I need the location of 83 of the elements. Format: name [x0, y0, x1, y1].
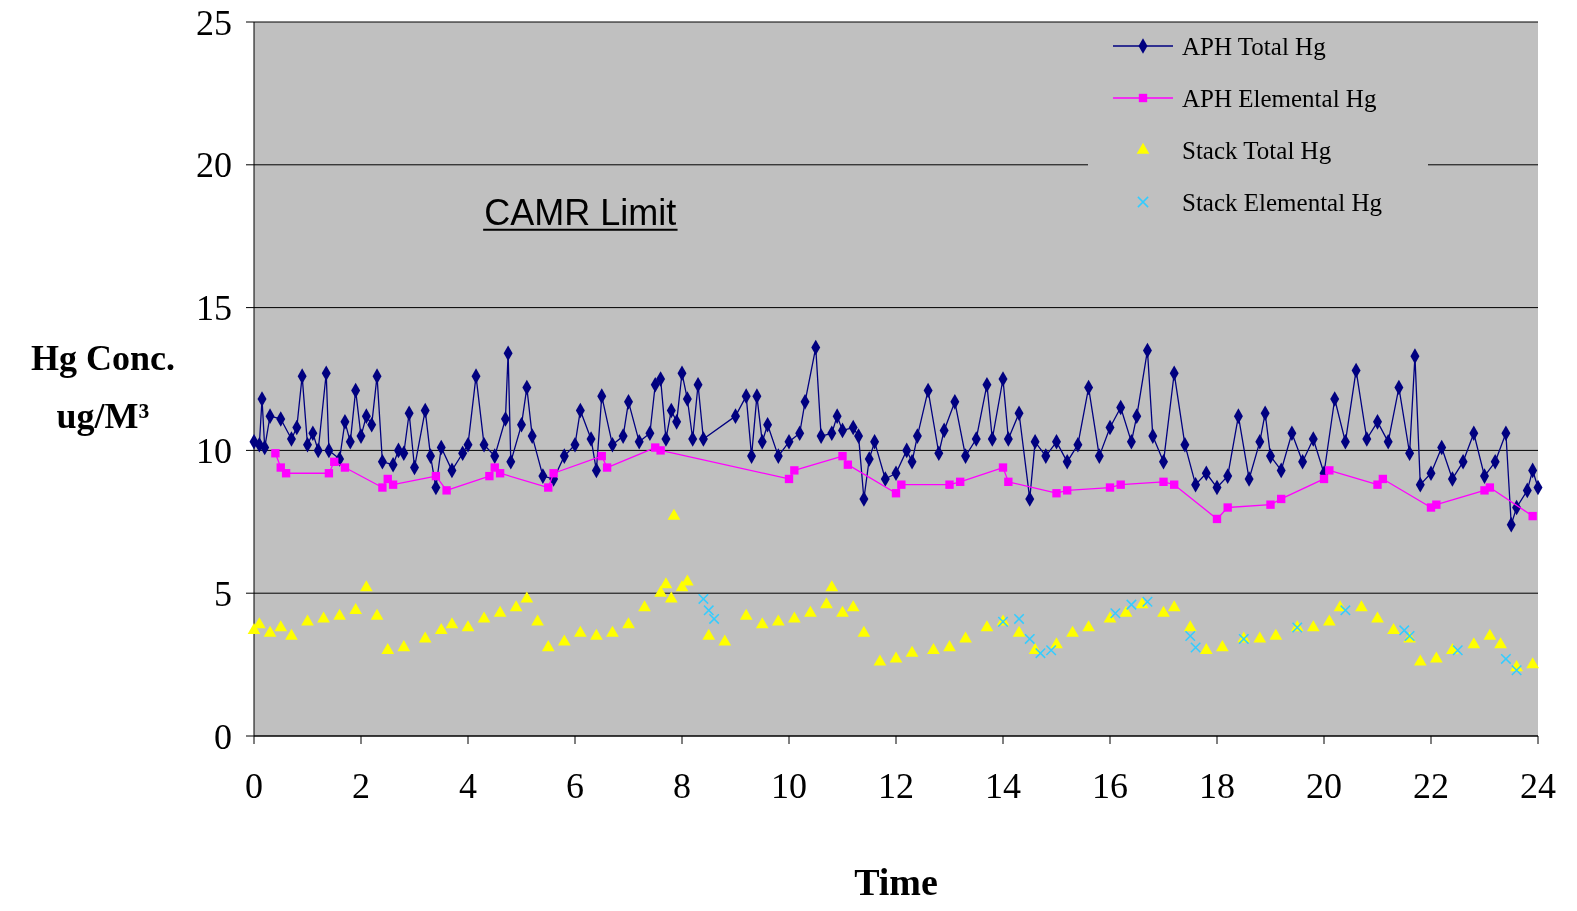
- point: [1319, 474, 1329, 484]
- point: [1378, 474, 1388, 484]
- point: [1325, 466, 1334, 475]
- y-tick-label: 15: [196, 288, 232, 329]
- point: [1170, 480, 1179, 489]
- point: [602, 463, 612, 472]
- point: [1528, 511, 1537, 521]
- point: [495, 469, 505, 478]
- point: [597, 451, 606, 461]
- point: [485, 471, 494, 481]
- point: [784, 474, 794, 484]
- point: [1339, 604, 1351, 616]
- x-tick-label: 10: [771, 766, 807, 806]
- point: [549, 469, 558, 478]
- point: [1109, 607, 1121, 619]
- x-tick-label: 12: [878, 766, 914, 806]
- point: [790, 466, 799, 475]
- point: [1500, 653, 1512, 665]
- point: [1511, 664, 1523, 676]
- point: [1024, 633, 1036, 645]
- point: [431, 471, 441, 481]
- point: [1398, 624, 1410, 636]
- point: [1105, 483, 1115, 492]
- point: [697, 593, 709, 605]
- point: [1432, 500, 1441, 509]
- point: [378, 483, 387, 492]
- point: [1125, 599, 1137, 611]
- x-tick-label: 8: [673, 766, 691, 806]
- y-tick-label: 20: [196, 145, 232, 186]
- point: [442, 486, 451, 495]
- point: [703, 604, 715, 616]
- point: [1184, 630, 1196, 642]
- x-tick-label: 2: [352, 766, 370, 806]
- point: [708, 613, 720, 625]
- x-tick-label: 16: [1092, 766, 1128, 806]
- point: [891, 489, 901, 498]
- annotation: CAMR Limit: [484, 191, 677, 233]
- y-tick-label: 0: [214, 716, 232, 757]
- point: [1159, 477, 1168, 486]
- y-axis-title: Hg Conc. ug/M³: [31, 338, 175, 436]
- legend-label: Stack Total Hg: [1182, 136, 1332, 164]
- point: [281, 469, 291, 478]
- point: [388, 480, 398, 489]
- point: [1266, 500, 1275, 509]
- point: [324, 469, 334, 478]
- x-tick-label: 0: [245, 766, 263, 806]
- point: [271, 449, 280, 458]
- legend-label: APH Elemental Hg: [1182, 84, 1377, 112]
- y-tick-label: 25: [196, 2, 232, 43]
- x-tick-label: 22: [1413, 766, 1449, 806]
- point: [945, 480, 954, 489]
- point: [1485, 483, 1495, 492]
- point: [340, 463, 350, 472]
- point: [1190, 641, 1202, 653]
- point: [656, 446, 665, 455]
- point: [843, 460, 853, 469]
- point: [956, 477, 965, 486]
- point: [330, 457, 339, 467]
- x-tick-label: 14: [985, 766, 1021, 806]
- x-tick-label: 4: [459, 766, 477, 806]
- point: [544, 483, 553, 492]
- point: [1141, 596, 1153, 608]
- point: [1452, 644, 1464, 656]
- point: [1063, 486, 1072, 495]
- y-tick-label: 10: [196, 431, 232, 471]
- point: [1277, 494, 1286, 504]
- point: [1212, 514, 1222, 524]
- point: [1116, 480, 1125, 489]
- point: [1223, 503, 1232, 512]
- x-tick-label: 6: [566, 766, 584, 806]
- legend-label: Stack Elemental Hg: [1182, 188, 1383, 216]
- point: [1004, 477, 1013, 486]
- y-tick-label: 5: [214, 573, 232, 614]
- x-tick-label: 18: [1199, 766, 1235, 806]
- point: [998, 463, 1008, 472]
- point: [1052, 489, 1061, 498]
- point: [897, 480, 906, 489]
- x-axis-title: Time: [854, 861, 938, 903]
- x-tick-label: 20: [1306, 766, 1342, 806]
- point: [1013, 613, 1025, 625]
- legend-label: APH Total Hg: [1182, 32, 1327, 60]
- x-tick-label: 24: [1520, 766, 1556, 806]
- point: [838, 451, 847, 461]
